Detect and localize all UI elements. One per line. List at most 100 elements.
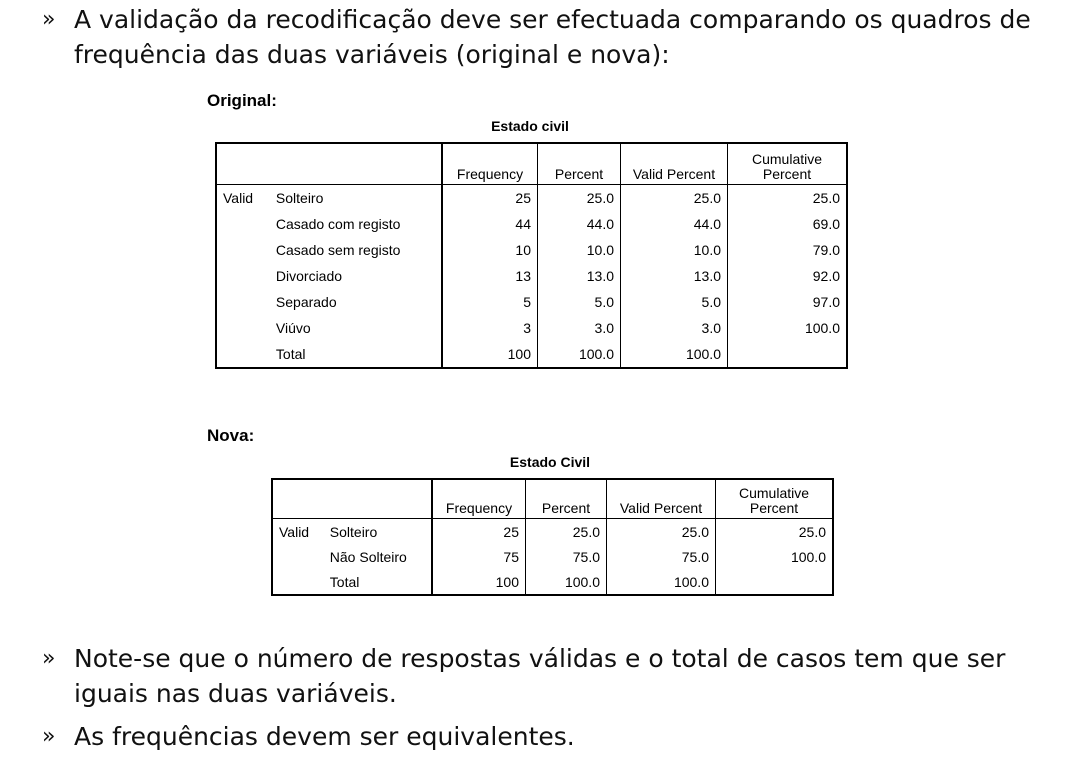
bullet-mark: » [42,646,56,671]
table-row: Total 100 100.0 100.0 [272,569,833,595]
cell-percent: 5.0 [537,289,621,315]
cell-cumulative-percent: 100.0 [715,544,833,569]
bullet-mark: » [42,724,56,749]
row-label: Casado com registo [275,216,401,232]
bullet-text: Note-se que o número de respostas válida… [74,641,1005,711]
row-label: Viúvo [275,320,311,336]
cell-cumulative-percent: 97.0 [727,289,847,315]
cell-frequency: 10 [441,237,538,263]
header-cumulative-percent: Cumulative Percent [727,143,847,185]
cell-frequency: 3 [441,315,538,341]
cell-frequency: 100 [441,341,538,368]
table-header-row: Frequency Percent Valid Percent Cumulati… [272,479,833,519]
cell-frequency: 75 [431,544,526,569]
cell-percent: 100.0 [537,341,621,368]
cell-percent: 25.0 [537,184,621,211]
row-label: Separado [275,294,337,310]
row-group [216,237,270,263]
cell-valid-percent: 75.0 [606,544,716,569]
bullet-line: Note-se que o número de respostas válida… [74,644,1006,673]
table-row: Não Solteiro 75 75.0 75.0 100.0 [272,544,833,569]
cell-percent: 13.0 [537,263,621,289]
table-row: Separado 5 5.0 5.0 97.0 [216,289,847,315]
cell-percent: 25.0 [525,518,607,544]
original-frequency-table: Frequency Percent Valid Percent Cumulati… [215,142,848,369]
cell-valid-percent: 5.0 [620,289,728,315]
cell-valid-percent: 3.0 [620,315,728,341]
header-cumulative-line: Cumulative [738,485,810,501]
header-frequency: Frequency [431,479,526,519]
cell-percent: 3.0 [537,315,621,341]
nova-table-title: Estado Civil [509,454,591,470]
cell-percent: 75.0 [525,544,607,569]
cell-frequency: 25 [431,518,526,544]
header-valid-percent: Valid Percent [606,479,716,519]
bullet-mark: » [42,7,56,32]
nova-label: Nova: [207,426,255,445]
cell-valid-percent: 25.0 [606,518,716,544]
original-label: Original: [207,91,277,110]
cell-frequency: 100 [431,569,526,595]
cell-valid-percent: 13.0 [620,263,728,289]
row-group [272,544,324,569]
bullet-line: A validação da recodificação deve ser ef… [74,5,1031,34]
header-corner [216,143,442,185]
header-cumulative-line: Percent [762,166,812,182]
cell-frequency: 25 [441,184,538,211]
cell-frequency: 5 [441,289,538,315]
nova-frequency-table: Frequency Percent Valid Percent Cumulati… [271,478,834,596]
bullet-text: As frequências devem ser equivalentes. [74,719,575,754]
cell-valid-percent: 10.0 [620,237,728,263]
cell-cumulative-percent [715,569,833,595]
header-cumulative-line: Cumulative [751,151,823,167]
cell-valid-percent: 100.0 [620,341,728,368]
row-label: Total [329,573,360,590]
header-percent: Percent [537,143,621,185]
cell-valid-percent: 100.0 [606,569,716,595]
cell-cumulative-percent: 25.0 [727,184,847,211]
header-percent: Percent [525,479,607,519]
cell-cumulative-percent: 92.0 [727,263,847,289]
row-group: Valid [223,190,254,206]
bullet-line: frequência das duas variáveis (original … [74,40,670,69]
table-row: Valid Solteiro 25 25.0 25.0 25.0 [272,518,833,544]
header-corner [272,479,432,519]
table-row: Total 100 100.0 100.0 [216,341,847,368]
original-table-title: Estado civil [491,118,569,134]
cell-percent: 44.0 [537,211,621,237]
row-group [216,315,270,341]
table-row: Casado com registo 44 44.0 44.0 69.0 [216,211,847,237]
row-label: Casado sem registo [275,242,401,258]
row-label: Solteiro [275,190,324,206]
header-cumulative-line: Percent [749,500,799,516]
row-label: Solteiro [329,523,378,540]
cell-percent: 100.0 [525,569,607,595]
cell-cumulative-percent: 69.0 [727,211,847,237]
cell-percent: 10.0 [537,237,621,263]
table-row: Casado sem registo 10 10.0 10.0 79.0 [216,237,847,263]
cell-frequency: 13 [441,263,538,289]
row-label: Divorciado [275,268,343,284]
row-group [216,289,270,315]
cell-cumulative-percent: 79.0 [727,237,847,263]
row-group [272,569,324,595]
bullet-text: A validação da recodificação deve ser ef… [74,2,1031,72]
row-label: Total [275,346,306,362]
cell-cumulative-percent [727,341,847,368]
bullet-line: iguais nas duas variáveis. [74,679,397,708]
bullet-line: As frequências devem ser equivalentes. [74,722,575,751]
table-row: Valid Solteiro 25 25.0 25.0 25.0 [216,184,847,211]
row-label: Não Solteiro [329,548,407,565]
table-row: Viúvo 3 3.0 3.0 100.0 [216,315,847,341]
header-valid-percent: Valid Percent [620,143,728,185]
cell-cumulative-percent: 25.0 [715,518,833,544]
row-group [216,263,270,289]
header-frequency: Frequency [441,143,538,185]
row-group [216,211,270,237]
cell-cumulative-percent: 100.0 [727,315,847,341]
cell-valid-percent: 44.0 [620,211,728,237]
cell-valid-percent: 25.0 [620,184,728,211]
table-row: Divorciado 13 13.0 13.0 92.0 [216,263,847,289]
header-cumulative-percent: Cumulative Percent [715,479,833,519]
table-header-row: Frequency Percent Valid Percent Cumulati… [216,143,847,185]
